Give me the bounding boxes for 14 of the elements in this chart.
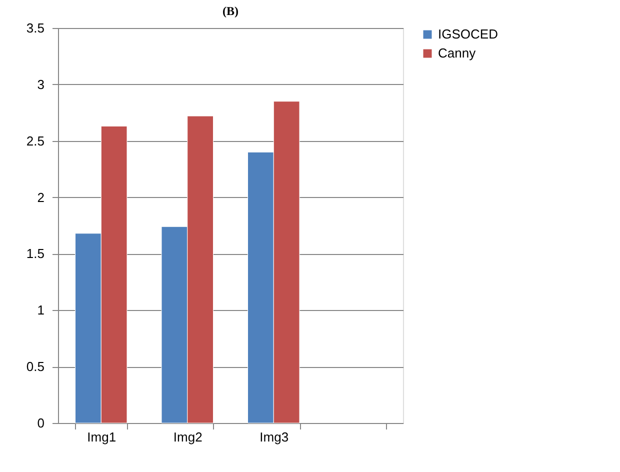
x-tick-label: Img1 [87,430,116,444]
chart-title: (B) [222,4,238,18]
y-tick-label: 1.5 [26,246,44,262]
y-tick-label: 3.5 [26,20,44,36]
legend-label: Canny [438,46,476,60]
y-tick-label: 0.5 [26,359,44,374]
y-tick-label: 1 [37,302,44,318]
legend-label: IGSOCED [438,26,498,42]
x-tick-label: Img2 [173,430,202,444]
y-tick-label: 0 [37,416,44,430]
x-tick-label: Img3 [260,430,289,444]
y-tick-label: 2 [37,190,44,205]
y-tick-label: 3 [37,76,44,92]
y-tick-label: 2.5 [26,133,44,148]
